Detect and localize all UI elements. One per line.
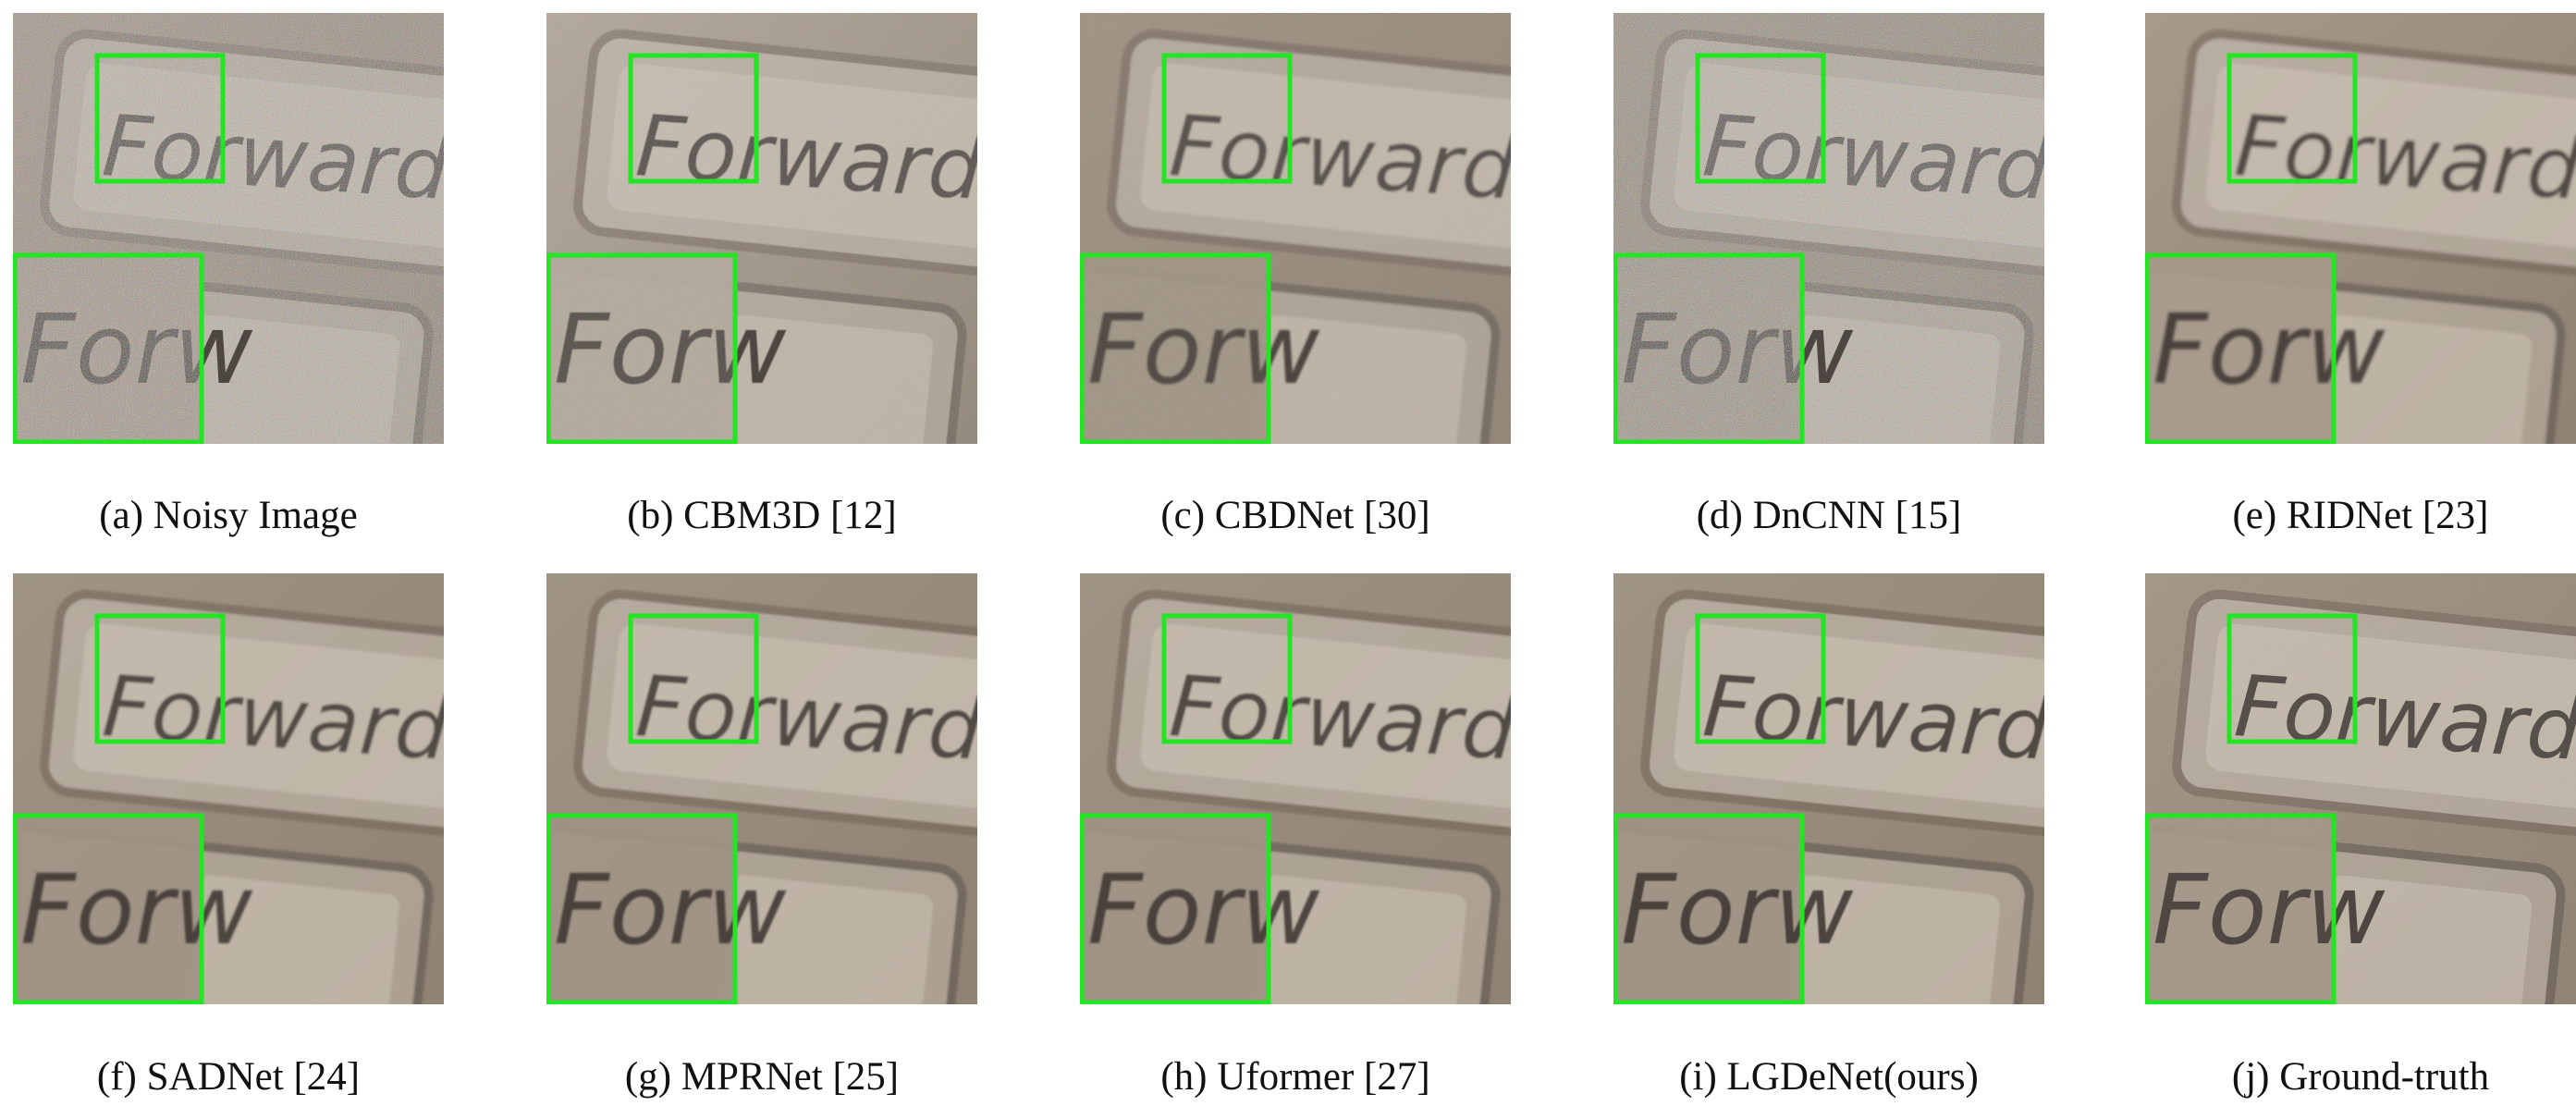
key-label-forward: Forward [1166, 657, 1511, 780]
zoom-region-box [2226, 613, 2358, 744]
zoom-region-box [2226, 53, 2358, 184]
caption-j: (j) Ground-truth [2231, 1055, 2490, 1099]
key-label-forward: Forward [632, 657, 977, 780]
image-panel-g: Forward Forw [546, 573, 977, 1004]
zoom-inset: Forw [1080, 252, 1320, 444]
zoom-region-box [628, 53, 759, 184]
caption-a: (a) Noisy Image [99, 494, 358, 537]
zoom-region-box [94, 613, 226, 744]
keyboard-keys: Forward [1080, 589, 1511, 1004]
key-label-forward: Forward [2231, 96, 2576, 219]
caption-c: (c) CBDNet [30] [1160, 494, 1430, 537]
image-panel-d: Forward Forw [1613, 13, 2044, 444]
image-panel-e: Forward Forw [2145, 13, 2576, 444]
zoom-region-box [1161, 613, 1293, 744]
zoom-inset: Forw [546, 252, 787, 444]
zoom-inset: Forw [13, 252, 253, 444]
svg-text:Forw: Forw [1621, 854, 1854, 966]
image-panel-b: Forward Forw [546, 13, 977, 444]
key-label-forward: Forward [1699, 657, 2044, 780]
caption-b: (b) CBM3D [12] [627, 494, 897, 537]
image-panel-f: Forward Forw [13, 573, 444, 1004]
zoom-inset: Forw [1080, 813, 1320, 1004]
image-panel-i: Forward Forw [1613, 573, 2044, 1004]
zoom-region-box [1161, 53, 1293, 184]
zoom-region-box [1695, 613, 1826, 744]
svg-text:Forw: Forw [554, 854, 787, 966]
image-panel-a: Forward Forw [13, 13, 444, 444]
caption-f: (f) SADNet [24] [96, 1055, 361, 1099]
key-label-forward: Forward [99, 657, 444, 780]
image-panel-c: Forward Forw [1080, 13, 1511, 444]
zoom-inset: Forw [1613, 252, 1854, 444]
caption-h: (h) Uformer [27] [1160, 1055, 1430, 1099]
image-panel-j: Forward Forw [2145, 573, 2576, 1004]
caption-d: (d) DnCNN [15] [1696, 494, 1962, 537]
svg-text:Forw: Forw [20, 854, 253, 966]
zoom-region-box [94, 53, 226, 184]
zoom-inset: Forw [2145, 813, 2386, 1004]
svg-text:Forw: Forw [1087, 854, 1320, 966]
zoom-region-box [628, 613, 759, 744]
image-panel-h: Forward Forw [1080, 573, 1511, 1004]
zoom-inset: Forw [546, 813, 787, 1004]
zoom-region-box [1695, 53, 1826, 184]
caption-g: (g) MPRNet [25] [624, 1055, 900, 1099]
caption-i: (i) LGDeNet(ours) [1679, 1055, 1979, 1099]
zoom-inset: Forw [1613, 813, 1854, 1004]
zoom-inset: Forw [13, 813, 253, 1004]
caption-e: (e) RIDNet [23] [2232, 494, 2489, 537]
zoom-inset: Forw [2145, 252, 2386, 444]
svg-text:Forw: Forw [2153, 293, 2386, 406]
